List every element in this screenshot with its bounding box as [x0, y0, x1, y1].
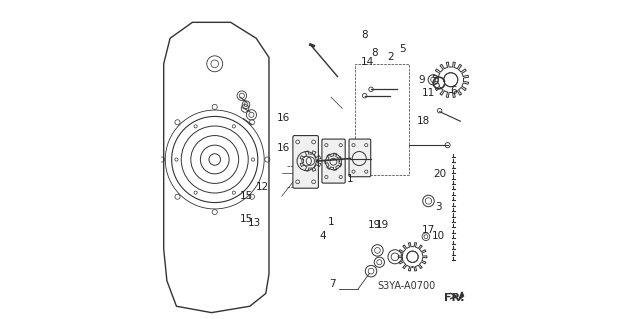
Text: 13: 13: [248, 218, 261, 228]
Text: 16: 16: [276, 113, 290, 123]
Text: 14: 14: [361, 57, 374, 67]
Text: 4: 4: [320, 231, 326, 241]
FancyBboxPatch shape: [322, 139, 345, 183]
Text: 19: 19: [376, 220, 389, 230]
Text: 8: 8: [362, 30, 368, 40]
Text: 17: 17: [422, 225, 435, 235]
FancyBboxPatch shape: [293, 136, 319, 188]
Text: 1: 1: [328, 217, 335, 227]
Text: 6: 6: [451, 86, 458, 96]
Text: 20: 20: [433, 169, 446, 179]
Text: 11: 11: [422, 87, 435, 98]
Text: 3: 3: [435, 202, 442, 212]
Text: 8: 8: [371, 48, 378, 58]
Text: 5: 5: [399, 44, 406, 55]
Text: 18: 18: [417, 116, 430, 126]
Text: 1: 1: [347, 174, 354, 184]
FancyBboxPatch shape: [349, 139, 371, 177]
Text: 15: 15: [240, 191, 253, 201]
Text: 10: 10: [431, 231, 445, 241]
Text: 7: 7: [330, 279, 336, 289]
Text: 15: 15: [240, 213, 253, 224]
Text: 16: 16: [276, 143, 290, 153]
Text: 9: 9: [419, 75, 426, 85]
Text: 12: 12: [256, 182, 269, 192]
Text: FR.: FR.: [444, 293, 465, 303]
Text: S3YA-A0700: S3YA-A0700: [378, 280, 436, 291]
Text: 2: 2: [387, 52, 394, 63]
Polygon shape: [459, 292, 463, 300]
Text: 19: 19: [367, 220, 381, 230]
